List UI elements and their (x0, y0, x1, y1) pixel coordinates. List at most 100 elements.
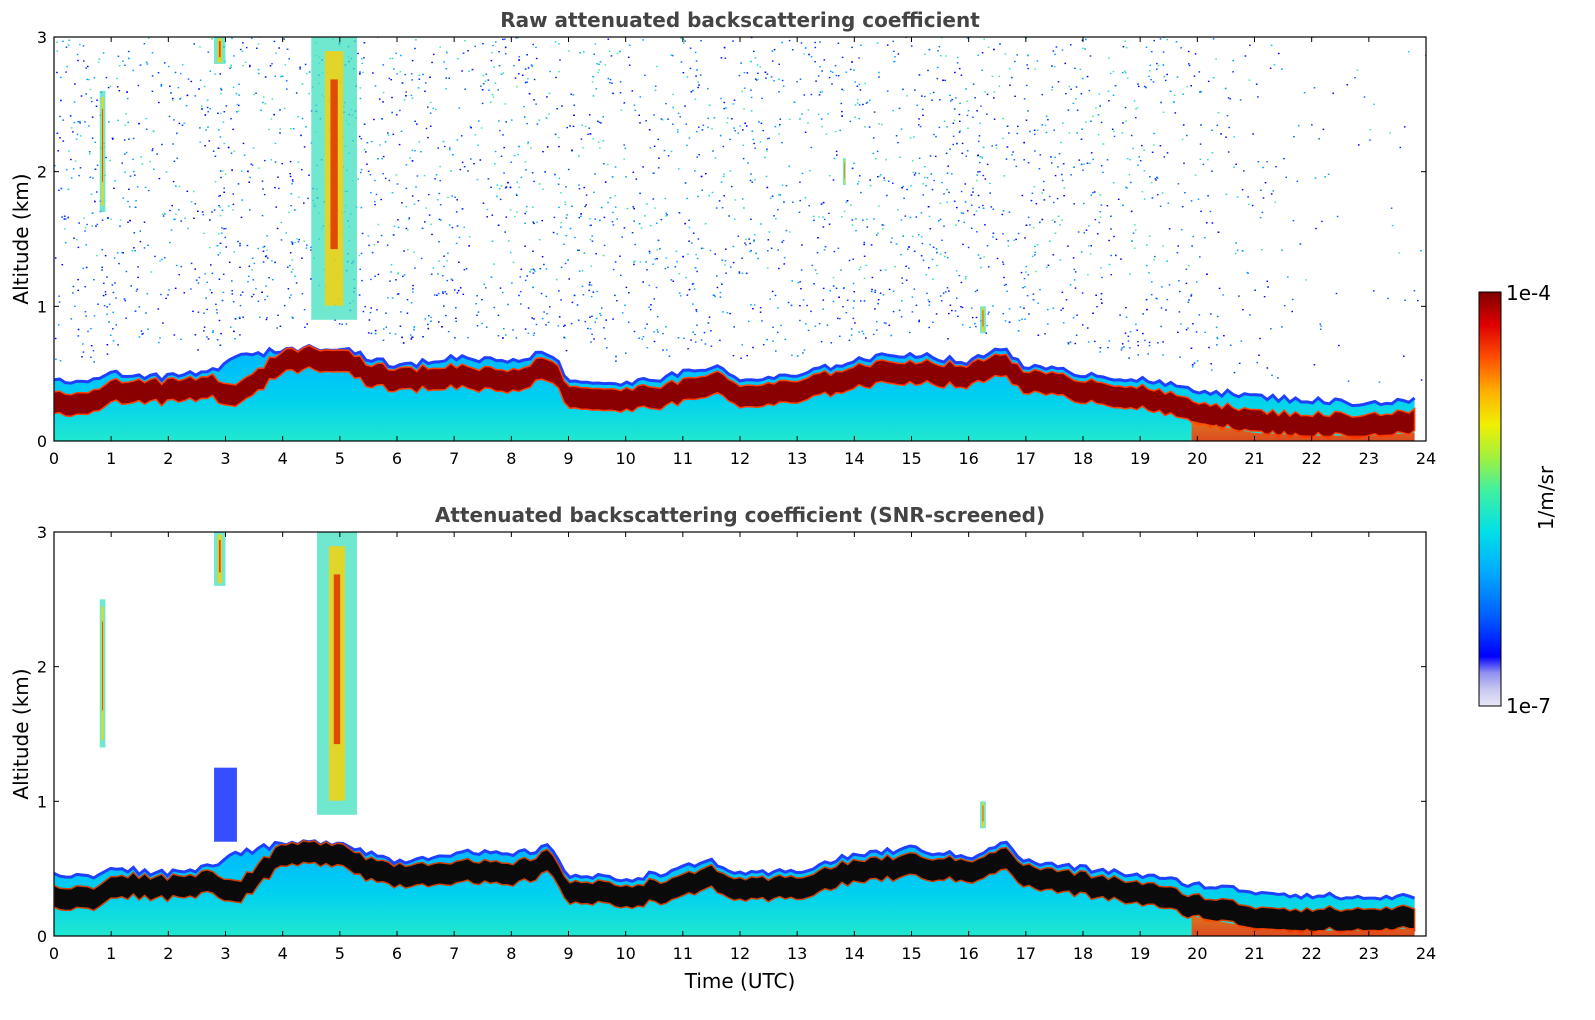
noise-pixel (358, 135, 361, 138)
noise-pixel (765, 175, 768, 178)
noise-pixel (56, 132, 59, 134)
noise-pixel (88, 22, 90, 23)
noise-pixel (1216, 344, 1218, 346)
noise-pixel (424, 221, 426, 223)
noise-pixel (949, 148, 951, 150)
noise-pixel (1156, 177, 1159, 179)
noise-pixel (718, 200, 721, 202)
noise-pixel (236, 111, 238, 113)
noise-pixel (1100, 121, 1103, 124)
noise-pixel (163, 23, 165, 24)
noise-pixel (206, 99, 209, 101)
noise-pixel (866, 226, 869, 228)
noise-pixel (1247, 272, 1249, 274)
noise-pixel (1008, 308, 1011, 310)
noise-pixel (274, 161, 277, 163)
noise-pixel (854, 116, 856, 118)
noise-pixel (455, 211, 458, 213)
noise-pixel (1320, 325, 1322, 327)
noise-pixel (454, 196, 456, 198)
noise-pixel (103, 304, 106, 307)
noise-pixel (382, 64, 385, 66)
noise-pixel (251, 269, 253, 271)
noise-pixel (672, 93, 674, 96)
noise-pixel (388, 179, 391, 182)
noise-pixel (766, 150, 768, 152)
noise-pixel (502, 33, 504, 34)
noise-pixel (931, 188, 934, 191)
noise-pixel (357, 52, 359, 55)
noise-pixel (822, 287, 825, 290)
noise-pixel (488, 89, 490, 91)
noise-pixel (218, 19, 220, 20)
noise-pixel (599, 147, 601, 149)
noise-pixel (770, 247, 773, 249)
noise-pixel (1257, 96, 1259, 98)
noise-pixel (648, 129, 651, 131)
noise-pixel (231, 290, 233, 292)
noise-pixel (722, 145, 725, 148)
noise-pixel (112, 138, 114, 140)
noise-pixel (481, 102, 484, 105)
noise-pixel (589, 328, 592, 330)
noise-pixel (303, 146, 306, 148)
noise-pixel (1210, 313, 1212, 315)
noise-pixel (986, 245, 989, 247)
noise-pixel (1192, 323, 1194, 325)
noise-pixel (1006, 125, 1009, 127)
noise-pixel (883, 179, 886, 182)
noise-pixel (63, 218, 66, 220)
noise-pixel (684, 40, 686, 42)
noise-pixel (1263, 296, 1266, 298)
noise-pixel (1150, 182, 1153, 184)
noise-pixel (245, 46, 248, 49)
noise-pixel (194, 268, 196, 270)
noise-pixel (972, 191, 974, 193)
noise-pixel (603, 244, 606, 247)
noise-pixel (984, 178, 987, 180)
noise-pixel (370, 191, 372, 194)
noise-pixel (753, 34, 755, 35)
noise-pixel (1322, 128, 1325, 131)
noise-pixel (977, 54, 980, 56)
noise-pixel (656, 258, 658, 260)
noise-pixel (750, 173, 752, 175)
noise-pixel (1074, 67, 1076, 69)
noise-pixel (229, 326, 232, 328)
noise-pixel (700, 40, 702, 42)
noise-pixel (271, 98, 274, 100)
noise-pixel (633, 104, 636, 106)
noise-pixel (856, 102, 859, 104)
noise-pixel (920, 236, 923, 238)
noise-pixel (991, 145, 993, 147)
noise-pixel (652, 198, 655, 200)
noise-pixel (262, 188, 264, 190)
noise-pixel (137, 266, 139, 268)
noise-pixel (288, 211, 290, 214)
noise-pixel (905, 265, 907, 267)
colorbar-min-label: 1e-7 (1506, 694, 1551, 718)
noise-pixel (497, 89, 499, 91)
noise-pixel (219, 344, 222, 346)
noise-pixel (363, 123, 366, 125)
noise-pixel (631, 90, 634, 92)
noise-pixel (1007, 240, 1009, 242)
noise-pixel (72, 168, 75, 170)
noise-pixel (432, 24, 434, 25)
noise-pixel (372, 72, 374, 74)
noise-pixel (531, 65, 534, 67)
noise-pixel (106, 276, 108, 278)
noise-pixel (445, 77, 448, 79)
noise-pixel (1354, 77, 1356, 79)
noise-pixel (1034, 245, 1036, 248)
noise-pixel (858, 331, 860, 333)
noise-pixel (97, 61, 100, 64)
noise-pixel (297, 115, 299, 118)
noise-pixel (1129, 273, 1131, 275)
noise-pixel (470, 126, 472, 129)
noise-pixel (1180, 323, 1182, 325)
noise-pixel (358, 254, 361, 257)
noise-pixel (1163, 75, 1166, 78)
noise-pixel (1192, 235, 1194, 238)
noise-pixel (1243, 170, 1245, 172)
